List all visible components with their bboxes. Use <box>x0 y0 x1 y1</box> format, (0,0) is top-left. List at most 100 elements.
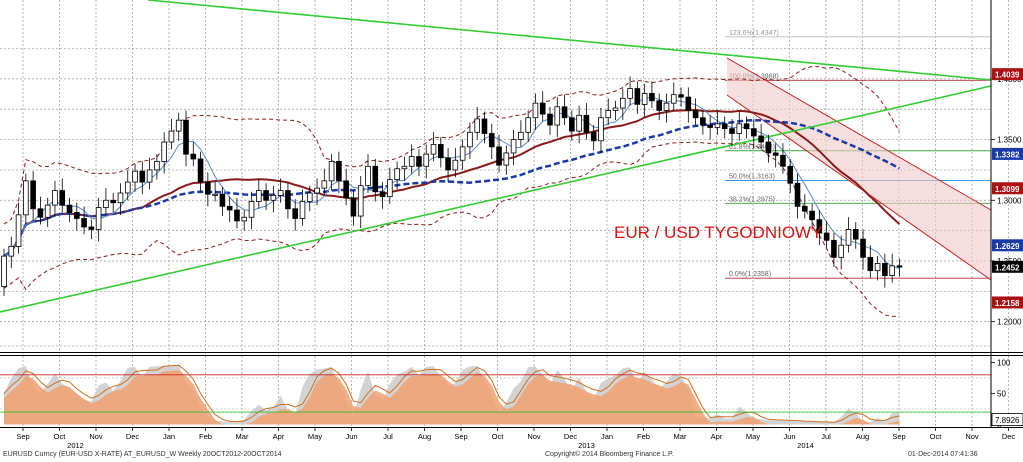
candle-body <box>743 123 750 130</box>
x-tick-label: Dec <box>564 432 578 441</box>
price-tag-label: 1.3099 <box>995 185 1020 194</box>
channel-upper-line <box>726 57 992 211</box>
bollinger-lower-band <box>3 141 900 317</box>
moving-average-40 <box>3 118 900 258</box>
candle-body <box>809 210 815 221</box>
candle-body <box>168 130 175 143</box>
candle-body <box>183 119 189 155</box>
price-tag-label: 1.4039 <box>995 71 1020 80</box>
candle-body <box>685 96 692 111</box>
candle-body <box>248 201 255 218</box>
candle-body <box>88 226 95 230</box>
candle-body <box>15 214 22 247</box>
footer-right: 01-Dec-2014 07:41:36 <box>908 451 978 458</box>
moving-average-5 <box>3 96 900 269</box>
candle-body <box>787 165 794 184</box>
candle-body <box>780 154 786 167</box>
candle-body <box>74 212 80 219</box>
price-tag-label: 1.2158 <box>995 299 1020 308</box>
candle-body <box>197 158 204 183</box>
y-tick-label: 1.3000 <box>997 196 1022 205</box>
candle-body <box>292 208 298 219</box>
candle-body <box>212 193 218 196</box>
candle-body <box>867 256 874 272</box>
x-tick-label: Sep <box>16 432 29 441</box>
candle-body <box>321 180 328 189</box>
footer-left: EURUSD Curncy (EUR-USD X-RATE) AT_EURUSD… <box>3 451 282 458</box>
x-tick-label: Oct <box>492 432 505 441</box>
footer: EURUSD Curncy (EUR-USD X-RATE) AT_EURUSD… <box>0 449 1023 462</box>
candle-body <box>518 131 524 140</box>
candle-body <box>692 110 699 119</box>
candle-body <box>8 245 15 257</box>
candle-body <box>634 88 641 105</box>
candle-body <box>379 191 386 198</box>
x-tick-label: Oct <box>54 432 67 441</box>
candle-body <box>481 118 488 134</box>
candle-body <box>554 106 561 126</box>
oscillator-area-orange <box>4 370 900 425</box>
fib-level-label: 0.0%(1.2358) <box>729 271 771 278</box>
x-tick-label: Jan <box>601 432 613 441</box>
candle-body <box>277 190 284 196</box>
candle-body <box>794 182 801 207</box>
candle-body <box>612 107 619 111</box>
x-tick-label: Dec <box>1002 432 1016 441</box>
candle-body <box>663 102 670 111</box>
x-tick-label: Feb <box>199 432 212 441</box>
candle-body <box>670 94 677 104</box>
candle-body <box>219 193 226 207</box>
candle-body <box>95 207 102 230</box>
footer-center: Copyright© 2014 Bloomberg Finance L.P. <box>545 451 674 458</box>
candle-body <box>838 244 844 258</box>
candle-body <box>314 187 320 194</box>
x-tick-label: Apr <box>711 432 723 441</box>
candle-body <box>547 113 553 126</box>
candle-body <box>445 157 451 171</box>
candle-body <box>394 168 400 181</box>
candle-body <box>161 141 167 162</box>
candle-body <box>656 100 662 111</box>
candle-body <box>474 118 480 133</box>
candle-body <box>590 131 597 142</box>
candle-body <box>66 204 73 213</box>
candle-body <box>831 239 837 258</box>
channel-lower-line <box>726 94 992 281</box>
price-tag <box>992 296 1023 309</box>
x-tick-label: Sep <box>454 432 467 441</box>
candle-body <box>525 117 531 133</box>
downtrend-channel <box>727 58 991 280</box>
candle-body <box>751 128 757 137</box>
x-tick-label: May <box>308 432 322 441</box>
price-tag-label: 1.2629 <box>995 242 1020 251</box>
candle-body <box>532 102 539 119</box>
candle-body <box>852 229 859 240</box>
x-tick-label: May <box>746 432 760 441</box>
candle-body <box>714 123 721 128</box>
osc-value-tag <box>991 413 1023 426</box>
candle-body <box>299 201 306 219</box>
price-tag <box>992 182 1023 195</box>
x-tick-label: Apr <box>273 432 285 441</box>
candle-body <box>416 156 422 167</box>
candle-body <box>503 152 510 166</box>
candle-body <box>175 119 182 132</box>
x-tick-label: Mar <box>674 432 687 441</box>
candle-body <box>255 190 262 202</box>
candle-body <box>226 205 233 211</box>
candle-body <box>605 110 612 119</box>
price-tag <box>992 147 1023 160</box>
indicator-lines <box>0 0 992 317</box>
candle-body <box>205 181 211 195</box>
candle-body <box>336 161 342 182</box>
candle-body <box>452 159 459 171</box>
x-tick-label: Jun <box>345 432 357 441</box>
candle-body <box>641 93 648 105</box>
candle-body <box>510 139 517 154</box>
candle-body <box>772 152 779 156</box>
x-year-label: 2012 <box>67 441 84 449</box>
x-tick-label: Mar <box>236 432 249 441</box>
candle-body <box>357 185 364 217</box>
x-tick-label: Jul <box>383 432 393 441</box>
resistance-trendline <box>147 0 992 81</box>
